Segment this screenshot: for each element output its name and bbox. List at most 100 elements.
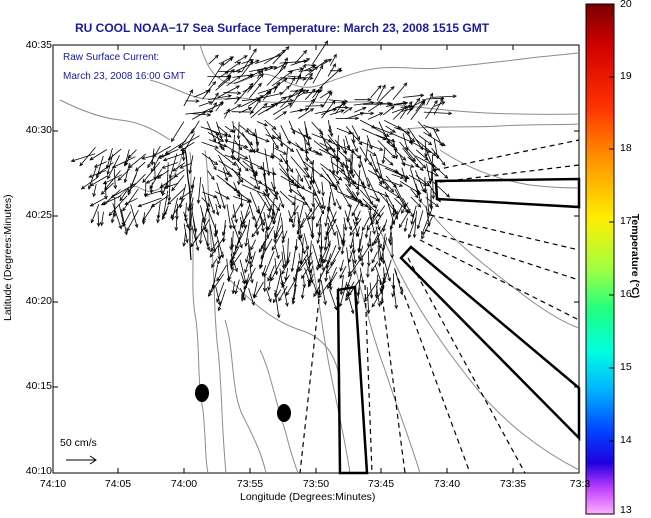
current-vector	[223, 57, 233, 66]
current-vector	[120, 209, 128, 235]
current-vector	[408, 127, 424, 150]
current-vector	[231, 252, 242, 266]
current-vector-head	[219, 100, 224, 106]
current-vector	[218, 160, 241, 176]
current-vector-head	[421, 235, 425, 240]
current-vector-head	[371, 303, 376, 308]
current-vector	[377, 140, 396, 159]
current-vector-head	[289, 168, 294, 173]
current-vector-head	[346, 217, 351, 223]
current-vector-head	[344, 105, 349, 110]
current-vector	[431, 147, 446, 166]
current-vector-head	[211, 284, 216, 290]
current-vector-head	[360, 112, 365, 116]
current-vector-head	[253, 172, 258, 176]
current-vector	[239, 176, 258, 189]
current-vector-head	[261, 228, 265, 233]
current-vector-head	[184, 239, 189, 244]
current-vector-head	[256, 186, 260, 191]
current-vector	[111, 210, 115, 223]
bathymetry-contours	[59, 44, 580, 474]
current-vector-head	[291, 300, 296, 305]
current-vector-head	[347, 258, 352, 264]
current-vector	[263, 105, 275, 109]
current-vector-head	[226, 108, 230, 113]
current-vector	[248, 244, 251, 265]
current-vector	[394, 127, 410, 134]
current-vector-head	[232, 214, 237, 219]
current-vector	[71, 153, 96, 162]
current-vector	[208, 139, 227, 147]
current-vector	[240, 95, 264, 108]
current-vector-head	[304, 201, 309, 205]
current-vector	[152, 145, 172, 157]
current-vector	[166, 162, 169, 189]
current-vector-head	[237, 230, 242, 236]
current-vector	[264, 119, 277, 130]
current-vector-head	[427, 132, 432, 137]
current-vector-head	[406, 209, 411, 214]
current-vector-head	[276, 81, 280, 86]
current-vector-head	[321, 192, 325, 197]
current-vector	[371, 261, 379, 272]
current-vector	[421, 216, 433, 239]
current-vector-head	[236, 193, 241, 198]
current-vector-head	[307, 215, 312, 221]
current-vector-head	[245, 258, 249, 264]
current-vector-head	[379, 257, 384, 263]
current-vector-head	[297, 74, 302, 79]
colorbar-tick-label: 20	[620, 0, 632, 10]
current-vector	[426, 191, 430, 216]
current-vector-head	[267, 90, 272, 95]
current-vector	[232, 231, 234, 248]
current-vector	[346, 273, 353, 288]
current-vector-head	[394, 154, 398, 160]
current-vector-head	[348, 226, 353, 231]
current-vector	[271, 198, 275, 220]
x-tick-label: 73:55	[236, 478, 264, 490]
current-vector-head	[195, 246, 200, 252]
current-vector	[272, 142, 275, 159]
current-vector	[417, 121, 432, 137]
current-vector	[130, 174, 137, 187]
current-vector-head	[161, 215, 166, 221]
current-vector	[124, 197, 138, 205]
current-vector-head	[380, 256, 384, 262]
current-vector-head	[299, 87, 304, 92]
current-vector	[377, 245, 381, 267]
current-vector	[122, 188, 139, 212]
current-vector	[297, 212, 302, 238]
current-vector-head	[239, 178, 244, 183]
current-vector	[319, 90, 332, 99]
current-vector-head	[275, 233, 279, 238]
current-vector-head	[118, 225, 122, 230]
current-vector-head	[345, 296, 349, 302]
current-vector-head	[267, 226, 271, 231]
current-vector	[251, 218, 266, 238]
current-vector-head	[347, 183, 351, 188]
current-vector	[112, 203, 122, 229]
current-vector-head	[303, 49, 308, 55]
current-vector-head	[416, 225, 421, 230]
current-vector	[321, 91, 333, 108]
current-vector-head	[237, 181, 241, 186]
current-vector	[305, 105, 324, 107]
current-vector-head	[210, 247, 214, 253]
current-vector	[241, 132, 256, 153]
current-vector	[222, 225, 227, 236]
current-vector	[399, 126, 415, 142]
current-vector	[222, 167, 228, 181]
current-vector-head	[251, 233, 256, 238]
current-vector-head	[261, 272, 266, 277]
current-vector	[417, 210, 424, 229]
current-vector	[312, 205, 315, 220]
current-vector-head	[217, 204, 222, 210]
current-vector-head	[326, 208, 331, 213]
current-vector	[200, 217, 203, 244]
current-vector	[339, 265, 347, 279]
current-vector	[321, 100, 336, 119]
current-vector	[215, 191, 230, 200]
current-vector-head	[190, 243, 195, 248]
current-vector-head	[420, 93, 425, 98]
